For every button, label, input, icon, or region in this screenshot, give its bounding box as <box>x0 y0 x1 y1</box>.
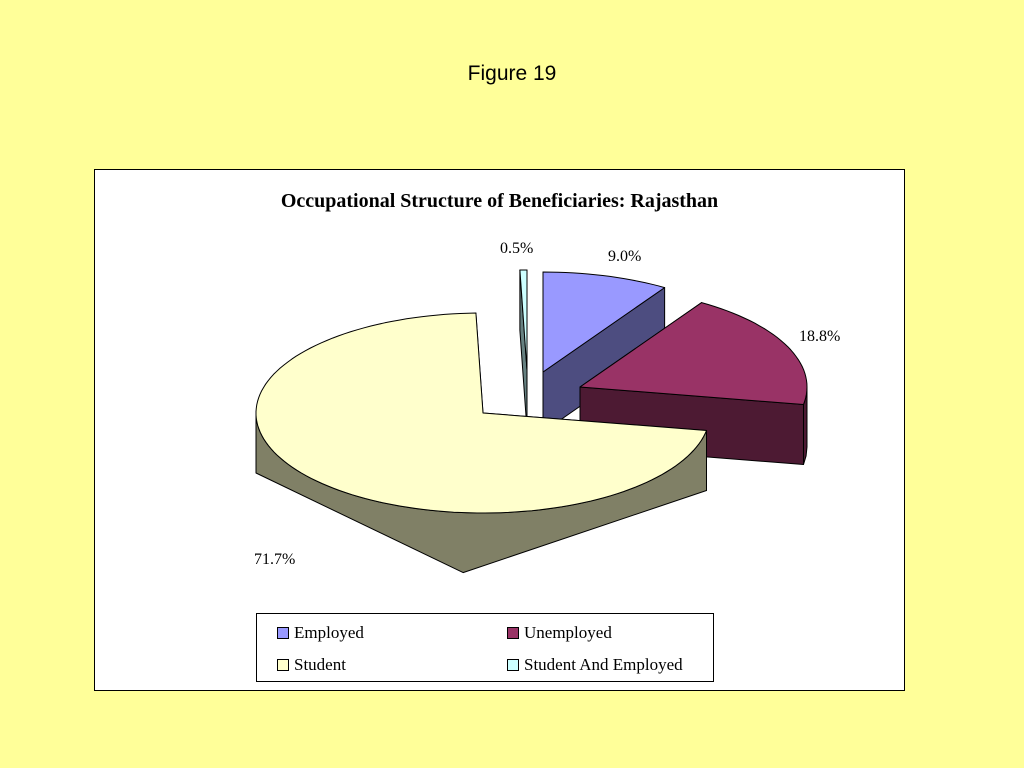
legend-swatch <box>277 627 289 639</box>
chart-title: Occupational Structure of Beneficiaries:… <box>280 190 719 212</box>
slice-student <box>255 312 707 514</box>
slice-employed <box>542 271 666 373</box>
legend-item-student: Student <box>277 655 346 675</box>
data-label-employed: 9.0% <box>608 248 642 265</box>
legend-label: Student <box>294 655 346 674</box>
slice-unemployed <box>579 302 808 405</box>
legend-item-employed: Employed <box>277 623 364 643</box>
legend-swatch <box>277 659 289 671</box>
legend-label: Student And Employed <box>524 655 683 674</box>
data-label-student-and-employed: 0.5% <box>500 240 534 257</box>
slice-student-and-employed <box>519 269 528 371</box>
figure-title: Figure 19 <box>467 62 557 85</box>
legend-label: Unemployed <box>524 623 612 642</box>
legend-item-unemployed: Unemployed <box>507 623 612 643</box>
legend-swatch <box>507 627 519 639</box>
data-label-student: 71.7% <box>254 551 296 568</box>
legend-swatch <box>507 659 519 671</box>
legend-item-student-and-employed: Student And Employed <box>507 655 683 675</box>
legend-label: Employed <box>294 623 364 642</box>
legend: Employed Unemployed Student Student And … <box>256 613 714 682</box>
data-label-unemployed: 18.8% <box>799 328 841 345</box>
